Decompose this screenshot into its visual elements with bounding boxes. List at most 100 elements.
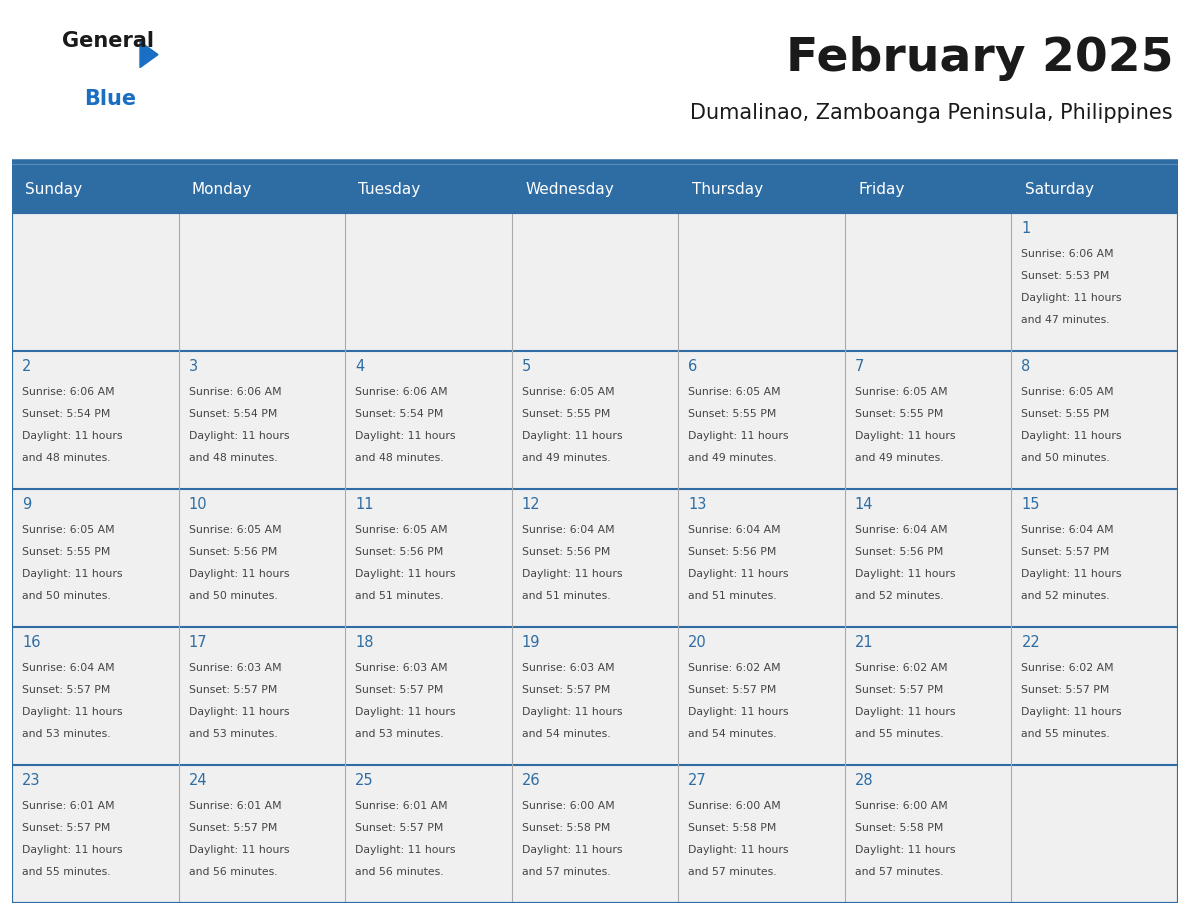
Text: 24: 24	[189, 773, 207, 789]
Text: Sunrise: 6:04 AM: Sunrise: 6:04 AM	[1022, 525, 1114, 535]
Text: Sunset: 5:57 PM: Sunset: 5:57 PM	[355, 685, 443, 695]
Text: Sunrise: 6:05 AM: Sunrise: 6:05 AM	[1022, 386, 1114, 397]
Bar	[12, 627, 178, 765]
Text: 11: 11	[355, 498, 374, 512]
Text: Sunset: 5:58 PM: Sunset: 5:58 PM	[688, 823, 777, 833]
Text: Sunset: 5:57 PM: Sunset: 5:57 PM	[189, 823, 277, 833]
Bar	[178, 489, 346, 627]
Text: 14: 14	[855, 498, 873, 512]
Text: and 53 minutes.: and 53 minutes.	[189, 729, 277, 739]
Text: and 55 minutes.: and 55 minutes.	[855, 729, 943, 739]
Text: Sunrise: 6:04 AM: Sunrise: 6:04 AM	[855, 525, 948, 535]
Text: Sunrise: 6:05 AM: Sunrise: 6:05 AM	[189, 525, 282, 535]
Text: Sunrise: 6:02 AM: Sunrise: 6:02 AM	[855, 663, 948, 673]
Text: Sunset: 5:56 PM: Sunset: 5:56 PM	[189, 547, 277, 557]
Bar	[178, 765, 346, 903]
Text: 6: 6	[688, 359, 697, 375]
Text: Sunrise: 6:01 AM: Sunrise: 6:01 AM	[189, 800, 282, 811]
Text: 7: 7	[855, 359, 864, 375]
Text: 2: 2	[23, 359, 31, 375]
Text: Sunrise: 6:06 AM: Sunrise: 6:06 AM	[1022, 249, 1114, 259]
Text: 21: 21	[855, 635, 873, 650]
Text: Daylight: 11 hours: Daylight: 11 hours	[23, 845, 122, 855]
Bar	[845, 489, 1011, 627]
Text: 22: 22	[1022, 635, 1041, 650]
Text: and 50 minutes.: and 50 minutes.	[1022, 453, 1110, 463]
Text: Sunset: 5:57 PM: Sunset: 5:57 PM	[522, 685, 611, 695]
Text: Daylight: 11 hours: Daylight: 11 hours	[855, 431, 955, 441]
Text: Daylight: 11 hours: Daylight: 11 hours	[1022, 431, 1121, 441]
Text: Sunrise: 6:02 AM: Sunrise: 6:02 AM	[688, 663, 781, 673]
Text: Sunrise: 6:06 AM: Sunrise: 6:06 AM	[355, 386, 448, 397]
Text: 17: 17	[189, 635, 207, 650]
Text: and 49 minutes.: and 49 minutes.	[522, 453, 611, 463]
Text: Sunrise: 6:01 AM: Sunrise: 6:01 AM	[23, 800, 114, 811]
Text: 16: 16	[23, 635, 40, 650]
Text: and 57 minutes.: and 57 minutes.	[688, 868, 777, 877]
Text: 9: 9	[23, 498, 31, 512]
Bar	[1011, 213, 1178, 351]
Text: 18: 18	[355, 635, 374, 650]
Bar	[845, 165, 1011, 213]
Text: Daylight: 11 hours: Daylight: 11 hours	[688, 431, 789, 441]
Bar	[1011, 765, 1178, 903]
Text: and 57 minutes.: and 57 minutes.	[522, 868, 611, 877]
Text: Daylight: 11 hours: Daylight: 11 hours	[1022, 569, 1121, 579]
Bar	[845, 351, 1011, 489]
Text: and 55 minutes.: and 55 minutes.	[1022, 729, 1110, 739]
Text: 15: 15	[1022, 498, 1040, 512]
Bar	[845, 627, 1011, 765]
Text: Sunrise: 6:04 AM: Sunrise: 6:04 AM	[23, 663, 114, 673]
Text: Sunrise: 6:02 AM: Sunrise: 6:02 AM	[1022, 663, 1114, 673]
Text: Sunset: 5:54 PM: Sunset: 5:54 PM	[23, 409, 110, 419]
Bar	[512, 351, 678, 489]
Text: Daylight: 11 hours: Daylight: 11 hours	[688, 845, 789, 855]
Text: Daylight: 11 hours: Daylight: 11 hours	[855, 569, 955, 579]
Text: Sunrise: 6:05 AM: Sunrise: 6:05 AM	[855, 386, 948, 397]
Bar	[1011, 165, 1178, 213]
Text: Sunrise: 6:05 AM: Sunrise: 6:05 AM	[23, 525, 114, 535]
Text: Sunset: 5:57 PM: Sunset: 5:57 PM	[688, 685, 777, 695]
Text: and 53 minutes.: and 53 minutes.	[23, 729, 110, 739]
Text: 5: 5	[522, 359, 531, 375]
Text: Sunrise: 6:05 AM: Sunrise: 6:05 AM	[688, 386, 781, 397]
Text: Sunrise: 6:05 AM: Sunrise: 6:05 AM	[355, 525, 448, 535]
Text: Sunset: 5:57 PM: Sunset: 5:57 PM	[1022, 685, 1110, 695]
Bar	[678, 627, 845, 765]
Text: 8: 8	[1022, 359, 1031, 375]
Text: Sunset: 5:55 PM: Sunset: 5:55 PM	[688, 409, 777, 419]
Text: Sunset: 5:56 PM: Sunset: 5:56 PM	[355, 547, 443, 557]
Bar	[512, 213, 678, 351]
Bar	[12, 765, 178, 903]
Text: Daylight: 11 hours: Daylight: 11 hours	[189, 707, 289, 717]
Text: Daylight: 11 hours: Daylight: 11 hours	[189, 569, 289, 579]
Text: 3: 3	[189, 359, 197, 375]
Text: and 50 minutes.: and 50 minutes.	[189, 591, 277, 601]
Text: Sunset: 5:54 PM: Sunset: 5:54 PM	[355, 409, 443, 419]
Bar	[512, 627, 678, 765]
Text: and 57 minutes.: and 57 minutes.	[855, 868, 943, 877]
Text: 10: 10	[189, 498, 207, 512]
Text: Daylight: 11 hours: Daylight: 11 hours	[855, 845, 955, 855]
Bar	[1011, 489, 1178, 627]
Bar	[1011, 351, 1178, 489]
Text: Daylight: 11 hours: Daylight: 11 hours	[688, 707, 789, 717]
Text: Sunset: 5:57 PM: Sunset: 5:57 PM	[189, 685, 277, 695]
Bar	[12, 165, 178, 213]
Text: and 48 minutes.: and 48 minutes.	[355, 453, 444, 463]
Text: Daylight: 11 hours: Daylight: 11 hours	[855, 707, 955, 717]
Text: Sunrise: 6:05 AM: Sunrise: 6:05 AM	[522, 386, 614, 397]
Text: Daylight: 11 hours: Daylight: 11 hours	[522, 569, 623, 579]
Text: and 49 minutes.: and 49 minutes.	[688, 453, 777, 463]
Text: Sunrise: 6:03 AM: Sunrise: 6:03 AM	[189, 663, 282, 673]
Text: 20: 20	[688, 635, 707, 650]
Bar	[12, 489, 178, 627]
Text: Sunset: 5:57 PM: Sunset: 5:57 PM	[23, 685, 110, 695]
Text: and 51 minutes.: and 51 minutes.	[688, 591, 777, 601]
Text: Sunrise: 6:06 AM: Sunrise: 6:06 AM	[189, 386, 282, 397]
Text: Sunset: 5:56 PM: Sunset: 5:56 PM	[522, 547, 611, 557]
Text: and 54 minutes.: and 54 minutes.	[688, 729, 777, 739]
Text: Daylight: 11 hours: Daylight: 11 hours	[522, 707, 623, 717]
Text: 26: 26	[522, 773, 541, 789]
Text: Daylight: 11 hours: Daylight: 11 hours	[355, 707, 456, 717]
